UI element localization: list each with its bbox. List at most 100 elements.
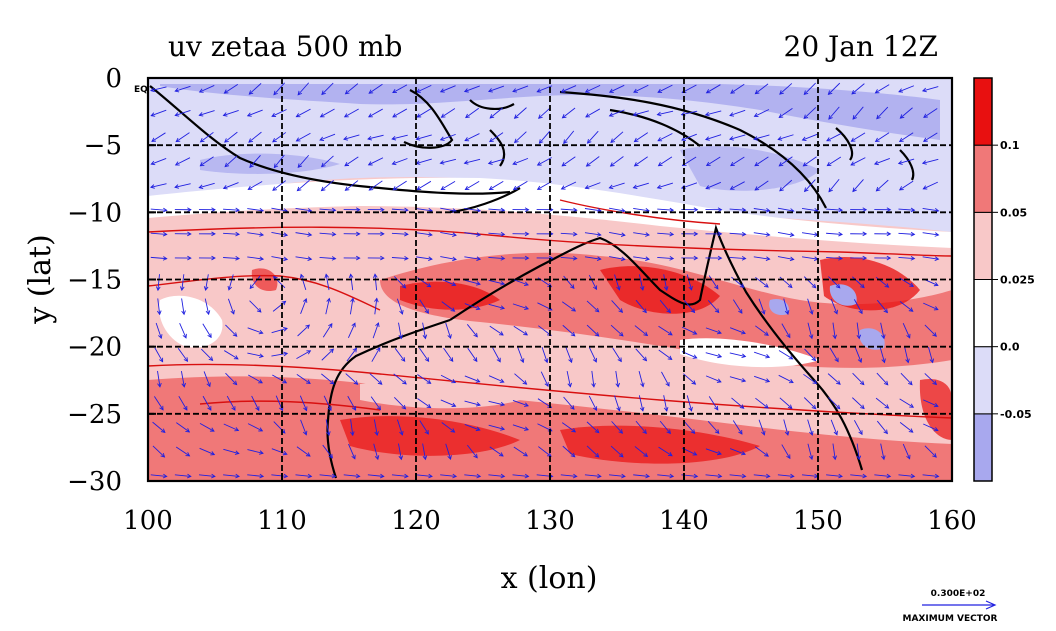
wind-vector-head [355, 255, 361, 261]
wind-vector-head [476, 473, 482, 479]
wind-vector-head [608, 112, 614, 117]
wind-vector [224, 155, 238, 167]
grid-lines [148, 78, 952, 481]
wind-vector-head [258, 450, 264, 455]
wind-vector [175, 85, 191, 92]
wind-vector-head [632, 111, 638, 117]
wind-vector [296, 132, 311, 142]
wind-vector-head [259, 498, 263, 502]
wind-vector-head [787, 404, 793, 410]
wind-vector-head [669, 207, 675, 213]
x-tick-label: 110 [257, 506, 307, 536]
wind-vector [876, 299, 888, 313]
wind-vector [153, 396, 164, 411]
wind-vector-head [211, 207, 216, 212]
wind-vector [223, 232, 240, 235]
wind-vector [898, 208, 915, 211]
wind-vector [638, 395, 644, 411]
wind-vector-head [447, 334, 452, 340]
wind-vector [807, 298, 813, 315]
wind-vector [560, 474, 577, 477]
wind-vector [729, 134, 746, 140]
wind-vector [801, 474, 818, 477]
wind-vector [830, 419, 838, 435]
wind-vector [778, 499, 794, 501]
wind-vector [561, 181, 577, 190]
wind-vector-head [500, 256, 506, 261]
wind-vector [924, 445, 937, 458]
colorbar-label: 0.1 [1000, 139, 1020, 152]
wind-vector-head [693, 207, 699, 213]
wind-vector-head [584, 184, 590, 190]
wind-vector [512, 85, 529, 92]
wind-vector-head [391, 160, 397, 166]
wind-vector-head [921, 160, 927, 165]
wind-vector [898, 257, 915, 260]
wind-vector-head [232, 380, 238, 386]
wind-vector-head [249, 163, 254, 168]
wind-vector [464, 279, 481, 285]
wind-vector-head [525, 498, 529, 502]
wind-vector-head [669, 473, 675, 479]
wind-vector-head [448, 357, 454, 363]
chart-date: 20 Jan 12Z [784, 30, 938, 63]
field-strong-positive [919, 378, 952, 440]
wind-vector-head [222, 112, 228, 117]
wind-vector-head [714, 284, 719, 290]
wind-vector-head [617, 357, 622, 363]
wind-vector [755, 397, 769, 409]
wind-vector [732, 420, 743, 435]
wind-vector [464, 158, 481, 164]
wind-vector [175, 132, 190, 142]
wind-vector [633, 84, 649, 93]
wind-vector-head [585, 162, 591, 167]
field-light-patch [640, 388, 800, 418]
wind-vector [416, 180, 432, 191]
wind-vector [488, 400, 505, 406]
wind-vector-head [784, 310, 790, 315]
wind-vector [681, 499, 697, 501]
wind-vector [151, 157, 167, 165]
wind-vector [585, 182, 601, 189]
wind-vector-head [306, 379, 311, 384]
wind-vector-head [754, 161, 760, 167]
wind-vector-head [404, 256, 409, 261]
wind-vector-head [235, 231, 241, 237]
wind-vector-head [838, 256, 843, 261]
wind-vector [783, 419, 789, 436]
wind-vector [296, 374, 311, 384]
wind-vector-head [765, 256, 771, 261]
wind-vector-head [761, 430, 766, 436]
wind-vector-head [802, 162, 808, 167]
wind-vector-head [669, 256, 675, 261]
wind-vector-head [826, 161, 832, 167]
wind-vector-head [909, 282, 915, 287]
wind-vector [295, 207, 312, 212]
wind-vector-head [910, 256, 916, 261]
wind-vector [537, 157, 552, 166]
wind-vector [295, 256, 312, 260]
wind-vector [320, 499, 336, 501]
wind-vector-head [379, 473, 385, 479]
wind-vector [539, 130, 551, 144]
wind-vector-head [487, 88, 493, 93]
wind-vector [325, 274, 330, 291]
wind-vector [174, 474, 191, 477]
wind-vector-head [157, 382, 162, 388]
wind-vector [658, 325, 673, 336]
wind-vector-head [567, 382, 572, 388]
wind-vector [585, 108, 601, 118]
field-negative-blob [859, 328, 885, 350]
wind-vector-head [230, 309, 235, 315]
wind-vector-head [616, 406, 621, 412]
wind-vector-head [801, 136, 807, 141]
wind-vector-head [332, 498, 336, 502]
colorbar-swatch [973, 346, 993, 415]
wind-vector-head [235, 207, 241, 213]
wind-vector-head [933, 402, 939, 408]
wind-vector-head [835, 283, 841, 289]
wind-vector [150, 232, 167, 235]
wind-vector [633, 474, 650, 477]
wind-vector-head [754, 186, 760, 191]
wind-vector-head [570, 452, 576, 458]
